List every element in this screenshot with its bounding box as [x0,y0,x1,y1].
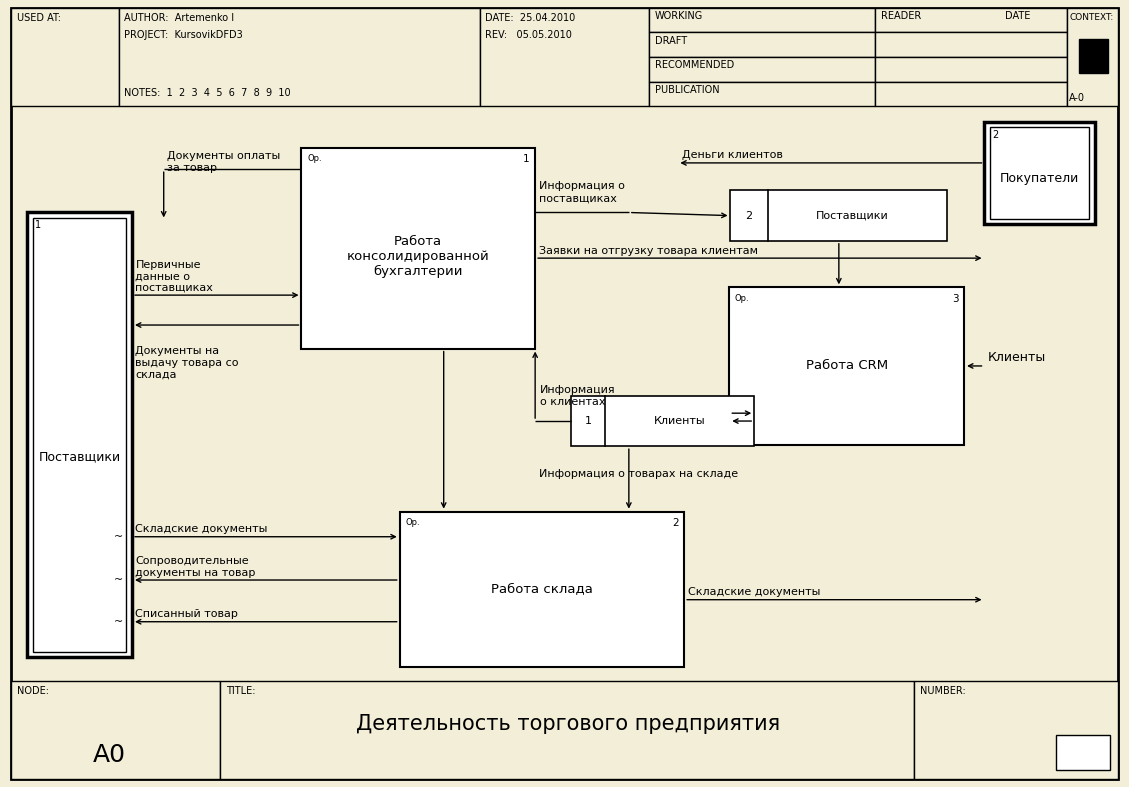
Bar [1056,735,1110,770]
Text: Заявки на отгрузку товара клиентам: Заявки на отгрузку товара клиентам [539,246,758,256]
Text: 2: 2 [745,211,752,220]
Bar [649,57,875,82]
Bar [649,8,875,32]
Text: ~: ~ [114,617,123,626]
Text: REV:   05.05.2010: REV: 05.05.2010 [485,30,572,40]
Text: Поставщики: Поставщики [38,450,121,464]
Text: Сопроводительные
документы на товар: Сопроводительные документы на товар [135,556,256,578]
Text: WORKING: WORKING [655,11,703,21]
Bar [33,218,126,652]
Bar [984,122,1095,224]
Bar [301,148,535,349]
Text: 1: 1 [585,416,592,426]
Bar [309,153,543,354]
Text: NODE:: NODE: [17,686,49,696]
Bar [480,8,649,106]
Bar [1067,8,1118,106]
Bar [408,517,692,672]
Text: DRAFT: DRAFT [655,35,686,46]
Text: Ор.: Ор. [405,518,420,527]
Text: 2: 2 [992,130,999,140]
Text: Складские документы: Складские документы [688,586,820,597]
Bar [1079,39,1108,73]
Text: PROJECT:  KursovikDFD3: PROJECT: KursovikDFD3 [124,30,243,40]
Text: PUBLICATION: PUBLICATION [655,85,719,94]
Text: Складские документы: Складские документы [135,523,268,534]
Text: Документы на
выдачу товара со
склада: Документы на выдачу товара со склада [135,346,239,379]
Text: Клиенты: Клиенты [654,416,706,426]
Bar [730,190,947,241]
Bar [737,293,972,450]
Text: Работа CRM: Работа CRM [806,360,887,372]
Bar [729,287,964,445]
Bar [571,396,754,446]
Bar [875,82,1067,106]
Text: AUTHOR:  Artemenko I: AUTHOR: Artemenko I [124,13,235,24]
Bar [220,681,914,779]
Text: Ор.: Ор. [307,154,322,163]
Bar [875,32,1067,57]
Text: TITLE:: TITLE: [226,686,255,696]
Text: 1: 1 [35,220,41,231]
Text: READER: READER [881,11,921,21]
Bar [875,57,1067,82]
Text: Документы оплаты
за товар: Документы оплаты за товар [167,151,280,172]
Bar [649,32,875,57]
Text: CONTEXT:: CONTEXT: [1069,13,1113,21]
Text: Деньги клиентов: Деньги клиентов [682,150,782,160]
Text: NUMBER:: NUMBER: [920,686,966,696]
Text: Работа склада: Работа склада [491,582,593,596]
Text: Списанный товар: Списанный товар [135,609,238,619]
Text: A-0: A-0 [1069,93,1085,103]
Text: RECOMMENDED: RECOMMENDED [655,61,734,70]
Bar [914,681,1118,779]
Text: USED AT:: USED AT: [17,13,61,24]
Bar [875,8,1067,32]
Bar [27,212,132,657]
Text: 1: 1 [523,154,530,164]
Text: Информация о
поставщиках: Информация о поставщиках [539,182,624,203]
Text: Информация
о клиентах: Информация о клиентах [540,385,615,407]
Text: Поставщики: Поставщики [816,211,889,220]
Text: ~: ~ [114,532,123,541]
Text: Информация о товарах на складе: Информация о товарах на складе [539,469,737,478]
Text: Покупатели: Покупатели [1000,172,1079,185]
Bar [119,8,480,106]
Text: NOTES:  1  2  3  4  5  6  7  8  9  10: NOTES: 1 2 3 4 5 6 7 8 9 10 [124,88,291,98]
Text: Первичные
данные о
поставщиках: Первичные данные о поставщиках [135,260,213,293]
Bar [11,681,220,779]
Text: Клиенты: Клиенты [988,350,1047,364]
Bar [990,127,1089,219]
Text: Деятельность торгового предприятия: Деятельность торгового предприятия [356,714,780,733]
Text: DATE: DATE [1005,11,1030,21]
Text: Ор.: Ор. [735,294,750,302]
Text: DATE:  25.04.2010: DATE: 25.04.2010 [485,13,576,24]
Text: Работа
консолидированной
бухгалтерии: Работа консолидированной бухгалтерии [347,235,490,278]
Bar [400,512,684,667]
Text: A0: A0 [93,744,126,767]
Text: 2: 2 [672,518,679,528]
Bar [11,8,119,106]
Bar [649,82,875,106]
Text: ~: ~ [114,575,123,585]
Text: 3: 3 [952,294,959,304]
